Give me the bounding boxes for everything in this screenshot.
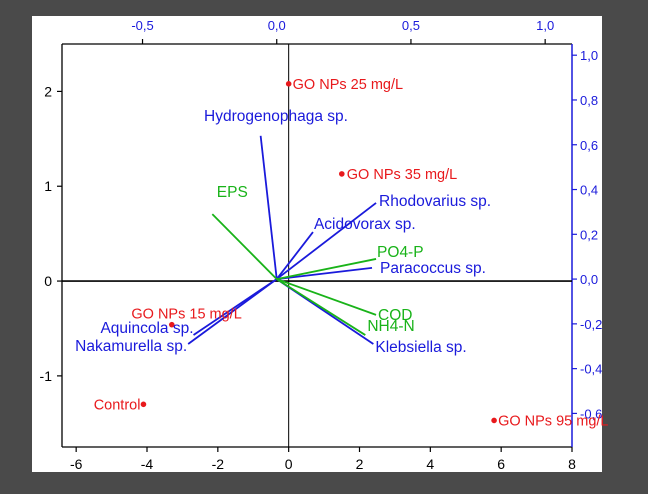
sample-point-go-nps-25-mg-l (285, 81, 292, 87)
bottom-tick-label: -4 (141, 456, 154, 472)
plot-panel (32, 16, 602, 472)
env-label-eps: EPS (217, 184, 248, 201)
right-tick-label: -0,2 (580, 317, 602, 332)
species-label-paracoccus-sp: Paracoccus sp. (380, 260, 486, 277)
bottom-tick-label: 0 (285, 456, 293, 472)
right-tick-label: 0,6 (580, 138, 598, 153)
axes-layer: -6 -4 -2 0 2 4 6 8 -1 0 1 2 -0,5 0,0 0,5 1,0 -0,6 -0,4 -0,… (40, 18, 603, 472)
left-tick-label: -1 (40, 368, 53, 384)
top-tick-label: -0,5 (131, 18, 153, 33)
right-tick-label: -0,6 (580, 406, 602, 421)
species-vector-acidovorax-sp (276, 231, 314, 280)
left-tick-label: 0 (44, 273, 52, 289)
bottom-tick-label: -2 (212, 456, 225, 472)
species-vector-nakamurella-sp (187, 278, 278, 345)
sample-point-go-nps-35-mg-l (338, 171, 345, 177)
sample-label-control: Control (94, 397, 141, 413)
right-tick-label: 0,2 (580, 227, 598, 242)
env-vector-eps (211, 213, 278, 280)
top-tick-label: 1,0 (536, 18, 554, 33)
right-tick-label: 1,0 (580, 48, 598, 63)
env-vector-nh4-n (276, 278, 366, 336)
bottom-tick-label: -6 (70, 456, 83, 472)
samples-layer (140, 81, 497, 424)
right-tick-label: 0,8 (580, 93, 598, 108)
species-label-acidovorax-sp: Acidovorax sp. (314, 216, 416, 233)
sample-point-go-nps-95-mg-l (491, 417, 497, 424)
sample-point-control (140, 401, 147, 408)
bottom-tick-label: 2 (356, 456, 364, 472)
right-tick-label: -0,4 (580, 362, 602, 377)
species-label-klebsiella-sp: Klebsiella sp. (375, 339, 466, 356)
species-label-hydrogenophaga-sp: Hydrogenophaga sp. (204, 108, 348, 125)
env-label-po4-p: PO4-P (377, 244, 424, 261)
bottom-tick-label: 6 (497, 456, 505, 472)
species-label-nakamurella-sp: Nakamurella sp. (75, 338, 187, 355)
sample-point-go-nps-15-mg-l (168, 321, 175, 328)
env-label-cod: COD (378, 307, 412, 324)
sample-label-go-nps-95-mg-l: GO NPs 95 mg/L (498, 413, 608, 429)
env-vector-cod (276, 278, 377, 316)
vectors-layer (187, 135, 377, 345)
species-label-aquincola-sp: Aquincola sp. (100, 320, 193, 337)
top-tick-label: 0,0 (268, 18, 286, 33)
right-tick-label: 0,4 (580, 183, 598, 198)
env-vector-po4-p (276, 258, 377, 280)
right-tick-label: 0,0 (580, 272, 598, 287)
top-tick-label: 0,5 (402, 18, 420, 33)
sample-label-go-nps-35-mg-l: GO NPs 35 mg/L (347, 167, 457, 183)
bottom-tick-label: 8 (568, 456, 576, 472)
species-vector-paracoccus-sp (276, 266, 373, 280)
labels-layer: Hydrogenophaga sp. Rhodovarius sp. Acidovo… (75, 77, 608, 430)
species-vector-hydrogenophaga-sp (259, 135, 278, 280)
left-tick-label: 1 (44, 178, 52, 194)
bottom-tick-label: 4 (426, 456, 434, 472)
sample-label-go-nps-25-mg-l: GO NPs 25 mg/L (293, 77, 403, 93)
sample-label-go-nps-15-mg-l: GO NPs 15 mg/L (131, 307, 241, 323)
species-label-rhodovarius-sp: Rhodovarius sp. (379, 193, 491, 210)
left-tick-label: 2 (44, 83, 52, 99)
env-label-nh4-n: NH4-N (367, 318, 414, 335)
species-vector-rhodovarius-sp (276, 202, 377, 280)
